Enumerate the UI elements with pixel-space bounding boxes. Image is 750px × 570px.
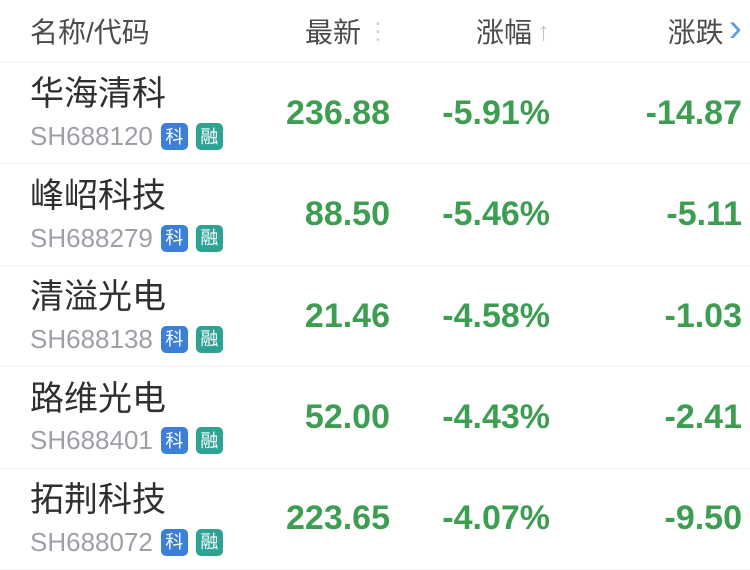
change-amount: -9.50 xyxy=(664,499,743,538)
stock-name: 拓荆科技 xyxy=(30,480,166,519)
change-percent: -4.43% xyxy=(442,397,550,436)
stock-code: SH688279 xyxy=(30,222,153,253)
stock-code-line: SH688401 科 融 xyxy=(30,425,250,456)
last-price: 88.50 xyxy=(304,195,390,234)
stock-name-cell: 清溢光电 SH688138 科 融 xyxy=(0,277,250,355)
header-last-price[interactable]: 最新 ⋮ xyxy=(250,11,390,51)
stock-code: SH688138 xyxy=(30,323,153,354)
star-market-badge: 科 xyxy=(160,123,188,151)
stock-name: 路维光电 xyxy=(30,379,166,418)
header-change-amount-label: 涨跌 xyxy=(667,17,724,48)
star-market-badge: 科 xyxy=(160,224,188,252)
stock-code-line: SH688138 科 融 xyxy=(30,324,250,355)
change-percent: -4.58% xyxy=(442,296,550,335)
change-percent: -4.07% xyxy=(442,499,550,538)
stock-name-cell: 峰岹科技 SH688279 科 融 xyxy=(0,176,250,254)
stock-code-line: SH688072 科 融 xyxy=(30,527,250,558)
sort-up-arrow-icon: ↑ xyxy=(537,16,550,46)
header-change-percent[interactable]: 涨幅 ↑ xyxy=(390,11,550,51)
star-market-badge: 科 xyxy=(160,528,188,556)
stock-name-cell: 拓荆科技 SH688072 科 融 xyxy=(0,480,250,558)
stock-name: 峰岹科技 xyxy=(30,176,166,215)
margin-trading-badge: 融 xyxy=(195,224,223,252)
change-percent: -5.91% xyxy=(442,93,550,132)
margin-trading-badge: 融 xyxy=(195,123,223,151)
table-row[interactable]: 华海清科 SH688120 科 融 236.88 -5.91% -14.87 xyxy=(0,63,750,165)
table-row[interactable]: 路维光电 SH688401 科 融 52.00 -4.43% -2.41 xyxy=(0,367,750,469)
table-row[interactable]: 拓荆科技 SH688072 科 融 223.65 -4.07% -9.50 xyxy=(0,468,750,570)
stock-name-cell: 华海清科 SH688120 科 融 xyxy=(0,74,250,152)
table-row[interactable]: 峰岹科技 SH688279 科 融 88.50 -5.46% -5.11 xyxy=(0,164,750,266)
header-name-code: 名称/代码 xyxy=(30,17,150,48)
stock-name: 清溢光电 xyxy=(30,278,166,317)
stock-name: 华海清科 xyxy=(30,75,166,114)
table-header: 名称/代码 最新 ⋮ 涨幅 ↑ 涨跌 › xyxy=(0,0,750,63)
last-price: 236.88 xyxy=(286,93,390,132)
header-change-percent-label: 涨幅 xyxy=(475,17,532,48)
stock-name-cell: 路维光电 SH688401 科 融 xyxy=(0,379,250,457)
last-price: 52.00 xyxy=(304,397,390,436)
stock-code: SH688072 xyxy=(30,526,153,557)
header-last-price-label: 最新 xyxy=(304,17,361,48)
stock-code-line: SH688279 科 融 xyxy=(30,223,250,254)
change-amount: -14.87 xyxy=(645,93,742,132)
margin-trading-badge: 融 xyxy=(195,528,223,556)
last-price: 223.65 xyxy=(286,499,390,538)
change-amount: -1.03 xyxy=(664,296,743,335)
stock-code: SH688120 xyxy=(30,121,153,152)
margin-trading-badge: 融 xyxy=(195,427,223,455)
change-amount: -5.11 xyxy=(666,195,742,234)
change-amount: -2.41 xyxy=(664,397,743,436)
margin-trading-badge: 融 xyxy=(195,325,223,353)
star-market-badge: 科 xyxy=(160,427,188,455)
stock-code: SH688401 xyxy=(30,425,153,456)
change-percent: -5.46% xyxy=(442,195,550,234)
stock-code-line: SH688120 科 融 xyxy=(30,121,250,152)
table-row[interactable]: 清溢光电 SH688138 科 融 21.46 -4.58% -1.03 xyxy=(0,265,750,368)
sort-dots-icon: ⋮ xyxy=(366,18,390,45)
last-price: 21.46 xyxy=(304,296,390,335)
star-market-badge: 科 xyxy=(160,325,188,353)
header-change-amount[interactable]: 涨跌 › xyxy=(550,6,750,51)
stock-rows: 华海清科 SH688120 科 融 236.88 -5.91% -14.87 峰… xyxy=(0,63,750,570)
chevron-right-icon[interactable]: › xyxy=(728,6,742,50)
